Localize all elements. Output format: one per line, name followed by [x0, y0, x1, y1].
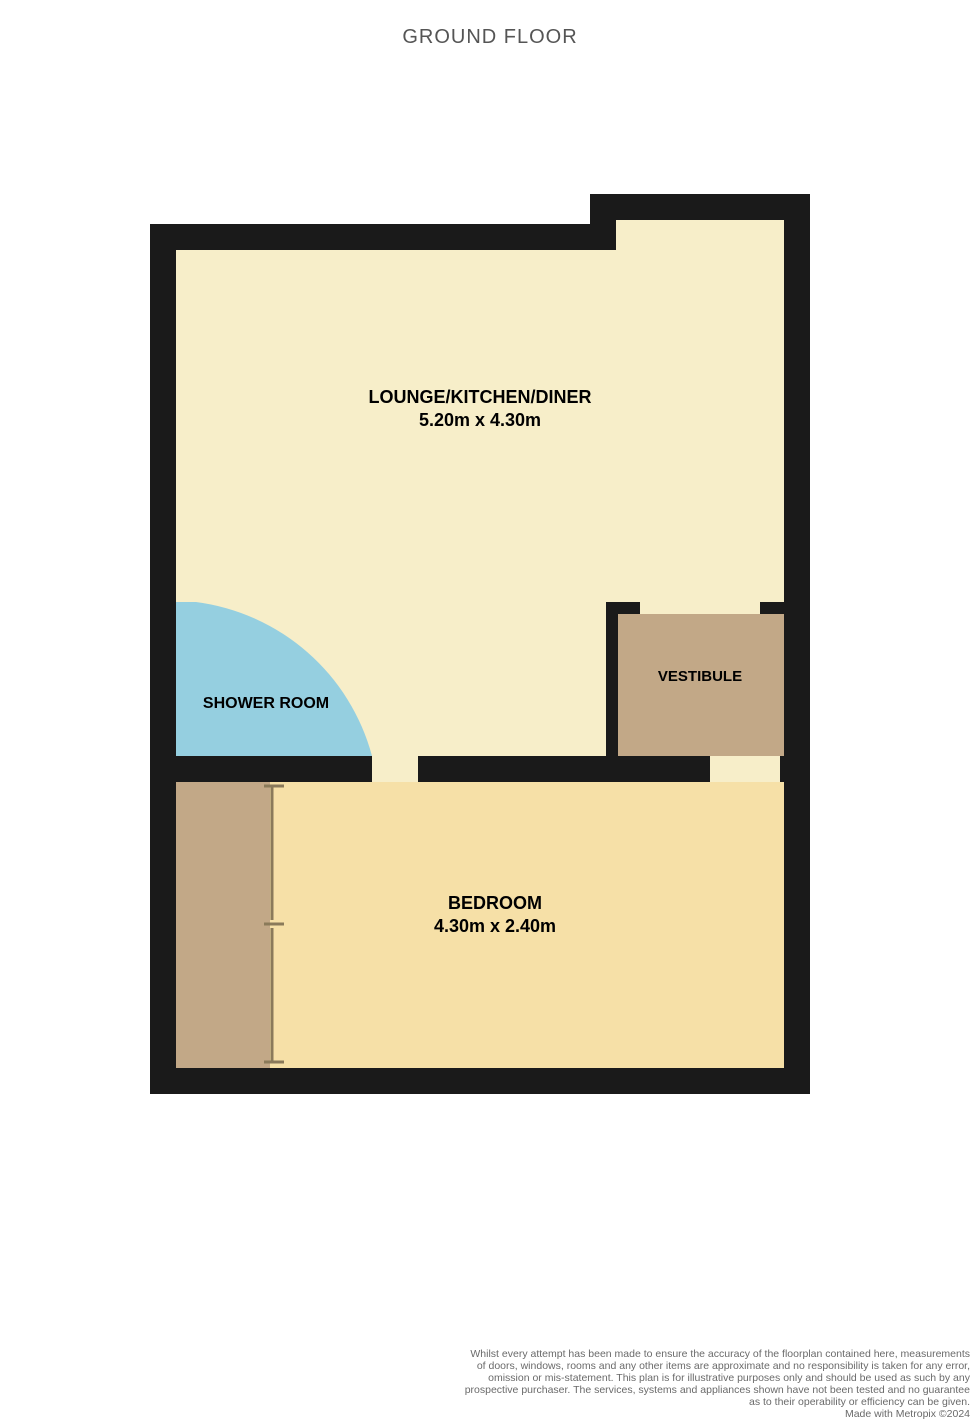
bedroom-name: BEDROOM: [448, 893, 542, 913]
lounge-name: LOUNGE/KITCHEN/DINER: [368, 387, 591, 407]
vestibule-name: VESTIBULE: [658, 668, 742, 685]
disclaimer-line: Made with Metropix ©2024: [350, 1408, 970, 1420]
floor-plan-svg: [0, 0, 980, 1428]
lounge-dim: 5.20m x 4.30m: [330, 409, 630, 432]
disclaimer-line: as to their operability or efficiency ca…: [350, 1396, 970, 1408]
disclaimer-line: Whilst every attempt has been made to en…: [350, 1348, 970, 1360]
shower-label: SHOWER ROOM: [166, 694, 366, 714]
lounge-label: LOUNGE/KITCHEN/DINER 5.20m x 4.30m: [330, 386, 630, 431]
vestibule-label: VESTIBULE: [620, 668, 780, 687]
disclaimer: Whilst every attempt has been made to en…: [350, 1348, 970, 1420]
shower-name: SHOWER ROOM: [203, 695, 329, 712]
disclaimer-line: prospective purchaser. The services, sys…: [350, 1384, 970, 1396]
floorplan-page: GROUND FLOOR LOUNGE/KITCHEN/DINER 5.20m …: [0, 0, 980, 1428]
bedroom-label: BEDROOM 4.30m x 2.40m: [360, 892, 630, 937]
disclaimer-line: of doors, windows, rooms and any other i…: [350, 1360, 970, 1372]
disclaimer-line: omission or mis-statement. This plan is …: [350, 1372, 970, 1384]
bedroom-dim: 4.30m x 2.40m: [360, 915, 630, 938]
